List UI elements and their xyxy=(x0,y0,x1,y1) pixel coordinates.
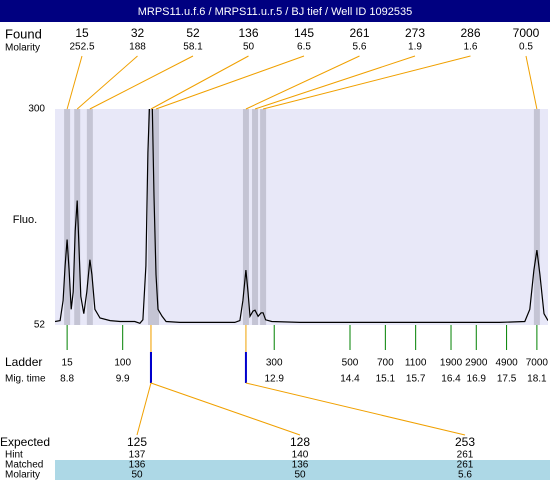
found-molarity: 0.5 xyxy=(519,42,533,53)
peak-connector xyxy=(76,55,138,110)
ladder-time: 15.1 xyxy=(376,374,396,385)
row-label: Hint xyxy=(5,450,23,461)
found-molarity: 1.9 xyxy=(408,42,422,53)
matched-connector xyxy=(150,382,301,436)
ladder-time: 8.8 xyxy=(60,374,74,385)
ladder-size: 1100 xyxy=(405,358,427,369)
peak-band xyxy=(74,109,81,325)
table-cell: 137 xyxy=(129,450,146,461)
peak-band xyxy=(242,109,249,325)
peak-band xyxy=(86,109,93,325)
ladder-size: 700 xyxy=(377,358,394,369)
table-cell: 136 xyxy=(292,460,309,471)
table-cell: 128 xyxy=(290,435,310,449)
ladder-time: 15.7 xyxy=(406,374,426,385)
ladder-label: Ladder xyxy=(5,355,42,369)
ladder-time: 14.4 xyxy=(340,374,360,385)
found-size: 286 xyxy=(460,26,480,40)
table-cell: 125 xyxy=(127,435,147,449)
y-tick-label: 300 xyxy=(28,104,45,115)
title-bar xyxy=(0,0,550,22)
peak-connector xyxy=(254,55,416,110)
plot-area xyxy=(55,109,548,325)
table-cell: 50 xyxy=(294,470,306,480)
molarity-label: Molarity xyxy=(5,43,40,54)
peak-band xyxy=(64,109,71,325)
found-size: 15 xyxy=(75,26,89,40)
found-size: 145 xyxy=(294,26,314,40)
found-molarity: 188 xyxy=(129,42,146,53)
found-label: Found xyxy=(5,26,42,41)
found-molarity: 5.6 xyxy=(353,42,367,53)
found-size: 136 xyxy=(238,26,258,40)
found-molarity: 1.6 xyxy=(464,42,478,53)
title: MRPS11.u.f.6 / MRPS11.u.r.5 / BJ tief / … xyxy=(138,6,413,18)
row-label: Expected xyxy=(0,435,50,449)
peak-connector xyxy=(89,55,194,110)
ladder-size: 500 xyxy=(342,358,359,369)
y-axis-label: Fluo. xyxy=(13,214,37,226)
ladder-size: 7000 xyxy=(526,358,549,369)
ladder-size: 1900 xyxy=(440,358,463,369)
peak-band xyxy=(252,109,259,325)
ladder-size: 15 xyxy=(62,358,74,369)
ladder-time: 9.9 xyxy=(116,374,130,385)
found-size: 32 xyxy=(131,26,145,40)
table-cell: 253 xyxy=(455,435,475,449)
found-size: 7000 xyxy=(513,26,540,40)
peak-connector xyxy=(525,55,538,110)
peak-band xyxy=(533,109,540,325)
y-tick-label: 52 xyxy=(34,320,46,331)
peak-connector xyxy=(150,55,249,110)
ladder-size: 2900 xyxy=(465,358,488,369)
found-molarity: 50 xyxy=(243,42,255,53)
peak-connector xyxy=(245,55,360,110)
ladder-size: 300 xyxy=(266,358,283,369)
ladder-size: 100 xyxy=(114,358,131,369)
table-cell: 140 xyxy=(292,450,309,461)
found-molarity: 252.5 xyxy=(69,42,94,53)
found-size: 52 xyxy=(186,26,200,40)
peak-connector xyxy=(155,55,305,110)
row-label: Matched xyxy=(5,460,43,471)
ladder-time: 16.9 xyxy=(467,374,487,385)
found-size: 273 xyxy=(405,26,425,40)
table-highlight xyxy=(55,460,550,480)
trace xyxy=(55,109,548,325)
ladder-time: 18.1 xyxy=(527,374,547,385)
peak-band xyxy=(147,109,154,325)
found-size: 261 xyxy=(349,26,369,40)
peak-connector xyxy=(262,55,471,110)
ladder-size: 4900 xyxy=(495,358,518,369)
ladder-time: 12.9 xyxy=(264,374,284,385)
matched-connector xyxy=(245,382,466,436)
ladder-time: 16.4 xyxy=(441,374,461,385)
table-cell: 261 xyxy=(457,450,474,461)
peak-band xyxy=(153,109,160,325)
peak-connector xyxy=(66,55,83,110)
row-label: Molarity xyxy=(5,470,40,480)
table-cell: 5.6 xyxy=(458,470,472,480)
table-cell: 50 xyxy=(131,470,143,480)
ladder-time: 17.5 xyxy=(497,374,517,385)
table-cell: 261 xyxy=(457,460,474,471)
found-molarity: 58.1 xyxy=(183,42,203,53)
matched-connector xyxy=(136,382,152,436)
table-cell: 136 xyxy=(129,460,146,471)
mig-time-label: Mig. time xyxy=(5,374,46,385)
peak-band xyxy=(260,109,267,325)
found-molarity: 6.5 xyxy=(297,42,311,53)
